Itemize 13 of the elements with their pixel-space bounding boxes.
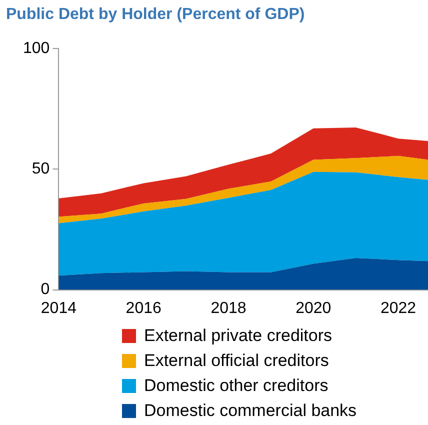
x-tick-label: 2020 (296, 300, 332, 317)
legend-label: External official creditors (144, 350, 329, 370)
x-tick-label: 2022 (380, 300, 416, 317)
legend-label: Domestic commercial banks (144, 400, 357, 420)
chart-title: Public Debt by Holder (Percent of GDP) (5, 5, 306, 25)
legend-label: Domestic other creditors (144, 376, 328, 396)
legend-label: External private creditors (144, 326, 332, 346)
y-tick-label: 100 (22, 40, 50, 58)
y-tick-label: 0 (40, 281, 50, 298)
x-tick-label: 2018 (210, 300, 246, 317)
x-tick-label: 2014 (40, 300, 77, 317)
y-tick-label: 50 (32, 160, 50, 178)
x-tick-label: 2016 (126, 300, 162, 317)
